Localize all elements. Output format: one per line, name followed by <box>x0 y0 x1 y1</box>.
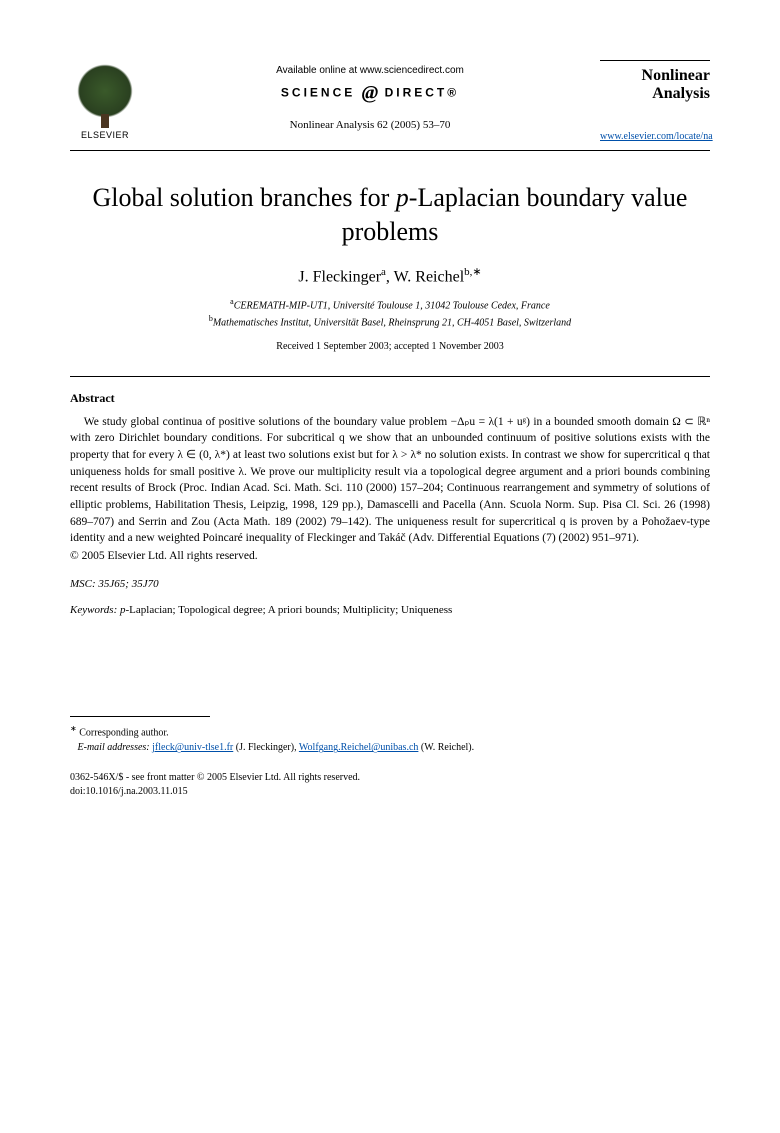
elsevier-logo: ELSEVIER <box>70 60 140 140</box>
title-ital: p <box>396 183 409 212</box>
keywords-line: Keywords: p-Laplacian; Topological degre… <box>70 604 710 616</box>
center-header: Available online at www.sciencedirect.co… <box>140 60 600 131</box>
journal-name-2: Analysis <box>600 85 710 103</box>
abstract-copyright: © 2005 Elsevier Ltd. All rights reserved… <box>70 550 710 562</box>
sd-pre: SCIENCE <box>281 86 355 100</box>
journal-reference: Nonlinear Analysis 62 (2005) 53–70 <box>140 119 600 131</box>
msc-line: MSC: 35J65; 35J70 <box>70 578 710 590</box>
footnote-separator <box>70 716 210 717</box>
received-accepted-dates: Received 1 September 2003; accepted 1 No… <box>70 341 710 352</box>
msc-label: MSC: <box>70 578 96 590</box>
paper-title: Global solution branches for p-Laplacian… <box>70 181 710 249</box>
corresponding-author: ∗ Corresponding author. <box>70 723 710 740</box>
corr-sup: ∗ <box>70 724 77 733</box>
footnote-block: ∗ Corresponding author. E-mail addresses… <box>70 723 710 755</box>
author-2-sup: b,∗ <box>464 266 481 278</box>
aff-a: CEREMATH-MIP-UT1, Université Toulouse 1,… <box>234 300 550 311</box>
email-1-attr: (J. Fleckinger), <box>233 742 299 753</box>
corr-text: Corresponding author. <box>77 727 169 738</box>
author-2: W. Reichel <box>394 268 465 285</box>
bottom-info: 0362-546X/$ - see front matter © 2005 El… <box>70 771 710 799</box>
divider-top <box>70 150 710 151</box>
elsevier-tree-icon <box>75 62 135 120</box>
sd-post: DIRECT® <box>385 86 460 100</box>
email-2-attr: (W. Reichel). <box>418 742 474 753</box>
email-1-link[interactable]: jfleck@univ-tlse1.fr <box>152 742 233 753</box>
header-row: ELSEVIER Available online at www.science… <box>70 60 710 142</box>
journal-url-link[interactable]: www.elsevier.com/locate/na <box>600 131 710 142</box>
author-1-sup: a <box>381 266 386 278</box>
author-1: J. Fleckinger <box>298 268 381 285</box>
aff-b: Mathematisches Institut, Universität Bas… <box>213 318 571 329</box>
journal-box: Nonlinear Analysis www.elsevier.com/loca… <box>600 60 710 142</box>
available-online-text: Available online at www.sciencedirect.co… <box>140 65 600 76</box>
journal-name-1: Nonlinear <box>600 67 710 85</box>
abstract-body: We study global continua of positive sol… <box>70 414 710 547</box>
doi-line: doi:10.1016/j.na.2003.11.015 <box>70 785 710 799</box>
sciencedirect-brand: SCIENCE @ DIRECT® <box>140 82 600 105</box>
affiliations: aCEREMATH-MIP-UT1, Université Toulouse 1… <box>70 296 710 331</box>
publisher-name: ELSEVIER <box>81 130 129 140</box>
msc-codes: 35J65; 35J70 <box>96 578 159 590</box>
issn-line: 0362-546X/$ - see front matter © 2005 El… <box>70 771 710 785</box>
keywords-label: Keywords: <box>70 604 117 616</box>
email-label: E-mail addresses: <box>78 742 150 753</box>
email-2-link[interactable]: Wolfgang.Reichel@unibas.ch <box>299 742 418 753</box>
title-pre: Global solution branches for <box>93 183 396 212</box>
email-line: E-mail addresses: jfleck@univ-tlse1.fr (… <box>70 740 710 755</box>
divider-mid <box>70 376 710 377</box>
abstract-heading: Abstract <box>70 391 710 406</box>
kw-post: -Laplacian; Topological degree; A priori… <box>126 604 453 616</box>
authors-line: J. Fleckingera, W. Reichelb,∗ <box>70 265 710 286</box>
sd-at-icon: @ <box>362 82 379 104</box>
